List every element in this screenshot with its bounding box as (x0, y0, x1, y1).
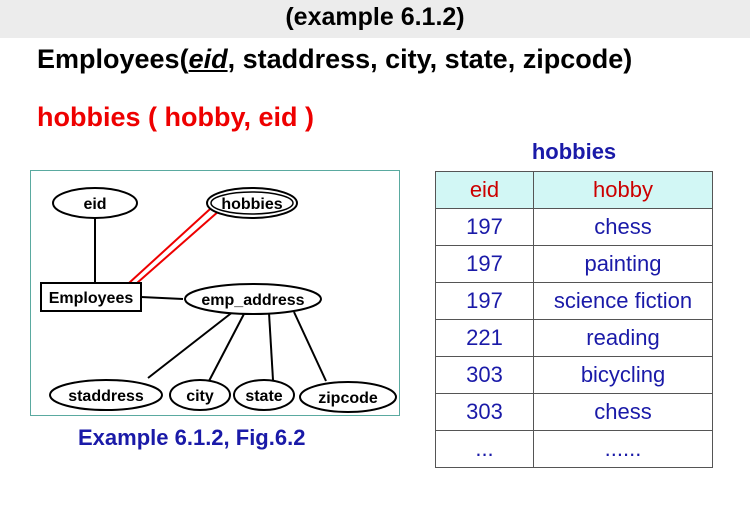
cell-hobby: chess (533, 208, 713, 246)
column-header-eid: eid (435, 171, 534, 209)
table-row: 221 reading (435, 319, 713, 357)
city-attribute (169, 379, 231, 411)
cell-eid: ... (435, 430, 534, 468)
employees-schema: Employees(eid, staddress, city, state, z… (37, 44, 632, 75)
table-row: 197 painting (435, 245, 713, 283)
cell-hobby: ...... (533, 430, 713, 468)
table-row: 303 bicycling (435, 356, 713, 394)
cell-hobby: bicycling (533, 356, 713, 394)
cell-eid: 303 (435, 356, 534, 394)
cell-hobby: painting (533, 245, 713, 283)
employees-schema-key: eid (188, 44, 228, 74)
table-row: ... ...... (435, 430, 713, 468)
employees-entity-label: Employees (49, 290, 134, 307)
city-attribute-label: city (186, 388, 214, 405)
hobbies-link-inner (136, 202, 229, 284)
zipcode-link (293, 311, 327, 382)
staddress-attribute (49, 379, 163, 411)
state-attribute-label: state (245, 388, 282, 405)
hobbies-table: eid hobby 197 chess 197 painting 197 sci… (435, 171, 713, 468)
table-title: hobbies (531, 139, 617, 164)
emp-address-link (140, 296, 184, 300)
state-link (268, 312, 274, 381)
cell-hobby: chess (533, 393, 713, 431)
employees-schema-prefix: Employees( (37, 44, 189, 74)
cell-eid: 303 (435, 393, 534, 431)
er-diagram-canvas: eid hobbies Employees emp_address staddr… (40, 187, 397, 413)
cell-hobby: science fiction (533, 282, 713, 320)
cell-eid: 197 (435, 208, 534, 246)
hobbies-schema: hobbies ( hobby, eid ) (37, 102, 314, 132)
eid-attribute-label: eid (83, 196, 106, 213)
table-row: 303 chess (435, 393, 713, 431)
hobbies-link-outer (128, 198, 222, 284)
employees-schema-rest: , staddress, city, state, zipcode) (227, 44, 633, 74)
page-title: (example 6.1.2) (285, 3, 465, 31)
city-link (208, 311, 246, 382)
emp-address-attribute-label: emp_address (201, 292, 304, 309)
employees-entity (40, 282, 142, 312)
cell-eid: 221 (435, 319, 534, 357)
emp-address-attribute (184, 283, 322, 315)
staddress-attribute-label: staddress (68, 388, 144, 405)
hobbies-attribute-label: hobbies (221, 196, 282, 213)
er-diagram: eid hobbies Employees emp_address staddr… (30, 170, 400, 416)
cell-hobby: reading (533, 319, 713, 357)
state-attribute (233, 379, 295, 411)
cell-eid: 197 (435, 245, 534, 283)
title-bar (0, 0, 750, 38)
figure-caption: Example 6.1.2, Fig.6.2 (78, 425, 306, 450)
table-row: 197 chess (435, 208, 713, 246)
eid-attribute (52, 187, 138, 219)
column-header-hobby: hobby (533, 171, 713, 209)
hobbies-attribute-inner (210, 191, 294, 215)
staddress-link (147, 310, 235, 379)
table-header-row: eid hobby (435, 171, 713, 209)
cell-eid: 197 (435, 282, 534, 320)
zipcode-attribute-label: zipcode (318, 390, 378, 407)
zipcode-attribute (299, 381, 397, 413)
table-row: 197 science fiction (435, 282, 713, 320)
